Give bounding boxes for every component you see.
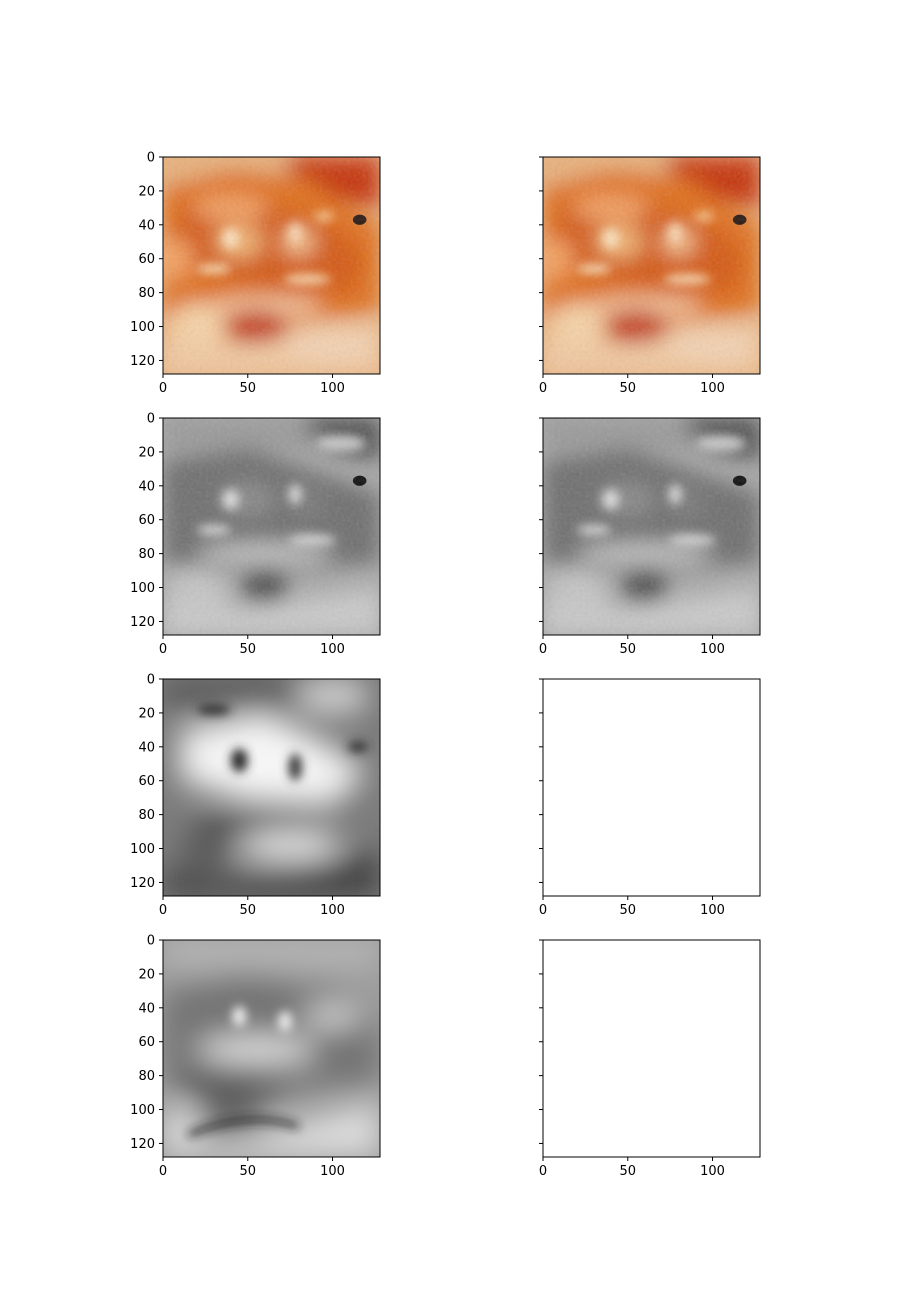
- x-tick-label: 100: [700, 642, 725, 657]
- panel-r4-c1-image: [163, 940, 380, 1157]
- y-tick-label: 120: [130, 354, 155, 369]
- y-tick-label: 80: [138, 547, 155, 562]
- y-tick-label: 0: [147, 934, 155, 949]
- x-tick-label: 50: [619, 381, 636, 396]
- y-tick-label: 60: [138, 774, 155, 789]
- panel-r3-c2-image: [543, 679, 760, 896]
- y-tick-label: 80: [138, 1069, 155, 1084]
- y-tick-label: 20: [138, 706, 155, 721]
- y-tick-label: 100: [130, 320, 155, 335]
- x-tick-label: 100: [320, 1164, 345, 1179]
- panel-r1-c1-image: [160, 157, 380, 374]
- x-tick-label: 100: [320, 381, 345, 396]
- panel-r2-c2: 0 50 100: [539, 417, 761, 657]
- panel-r1-c2-image: [540, 157, 760, 374]
- y-tick-label: 20: [138, 184, 155, 199]
- y-tick-label: 100: [130, 581, 155, 596]
- panel-r3-c2: 0 50 100: [539, 678, 761, 918]
- x-tick-label: 100: [700, 1164, 725, 1179]
- y-tick-label: 40: [138, 218, 155, 233]
- x-tick-label: 0: [159, 381, 167, 396]
- x-tick-label: 0: [159, 642, 167, 657]
- y-tick-label: 0: [147, 673, 155, 688]
- y-tick-label: 80: [138, 808, 155, 823]
- y-tick-label: 60: [138, 513, 155, 528]
- panel-r3-c1: 0 50 100 0 20 40 60 80 100 120: [130, 673, 381, 918]
- panel-r1-c1: 0 50 100 0 20 40 60 80 100 120: [130, 151, 381, 396]
- panel-r4-c2: 0 50 100: [539, 939, 761, 1179]
- y-tick-label: 40: [138, 479, 155, 494]
- x-tick-label: 100: [700, 381, 725, 396]
- panel-r3-c1-image: [163, 679, 380, 896]
- panel-r2-c1-image: [163, 418, 380, 635]
- y-tick-label: 120: [130, 1137, 155, 1152]
- x-tick-label: 50: [619, 642, 636, 657]
- y-tick-label: 60: [138, 1035, 155, 1050]
- panel-r3-c2-frame: [542, 678, 761, 897]
- x-tick-label: 100: [700, 903, 725, 918]
- panel-r4-c2-frame: [542, 939, 761, 1158]
- y-tick-label: 100: [130, 842, 155, 857]
- y-tick-label: 120: [130, 876, 155, 891]
- panel-r2-c1-frame: [162, 417, 381, 636]
- panel-r1-c2-frame: [542, 156, 761, 375]
- x-tick-label: 50: [239, 381, 256, 396]
- y-tick-label: 60: [138, 252, 155, 267]
- x-tick-label: 100: [320, 642, 345, 657]
- y-tick-label: 40: [138, 740, 155, 755]
- panel-r4-c1: 0 50 100 0 20 40 60 80 100 120: [130, 934, 381, 1179]
- panel-r2-c2-image: [543, 418, 760, 635]
- panel-r1-c2: 0 50 100: [539, 156, 761, 396]
- panel-r4-c1-frame: [162, 939, 381, 1158]
- y-tick-label: 40: [138, 1001, 155, 1016]
- panel-r1-c1-frame: [162, 156, 381, 375]
- x-tick-label: 0: [539, 642, 547, 657]
- y-tick-label: 20: [138, 445, 155, 460]
- x-tick-label: 0: [539, 381, 547, 396]
- y-tick-label: 100: [130, 1103, 155, 1118]
- x-tick-label: 0: [539, 903, 547, 918]
- x-tick-label: 50: [619, 1164, 636, 1179]
- panel-r3-c1-frame: [162, 678, 381, 897]
- x-tick-label: 50: [239, 903, 256, 918]
- y-tick-label: 0: [147, 151, 155, 166]
- panel-r4-c2-image: [543, 940, 760, 1157]
- x-tick-label: 0: [159, 903, 167, 918]
- x-tick-label: 50: [239, 1164, 256, 1179]
- x-tick-label: 0: [539, 1164, 547, 1179]
- y-tick-label: 80: [138, 286, 155, 301]
- y-tick-label: 0: [147, 412, 155, 427]
- panel-r2-c2-frame: [542, 417, 761, 636]
- x-tick-label: 0: [159, 1164, 167, 1179]
- panel-r2-c1: 0 50 100 0 20 40 60 80 100 120: [130, 412, 381, 657]
- x-tick-label: 50: [619, 903, 636, 918]
- x-tick-label: 50: [239, 642, 256, 657]
- y-tick-label: 20: [138, 967, 155, 982]
- y-tick-label: 120: [130, 615, 155, 630]
- x-tick-label: 100: [320, 903, 345, 918]
